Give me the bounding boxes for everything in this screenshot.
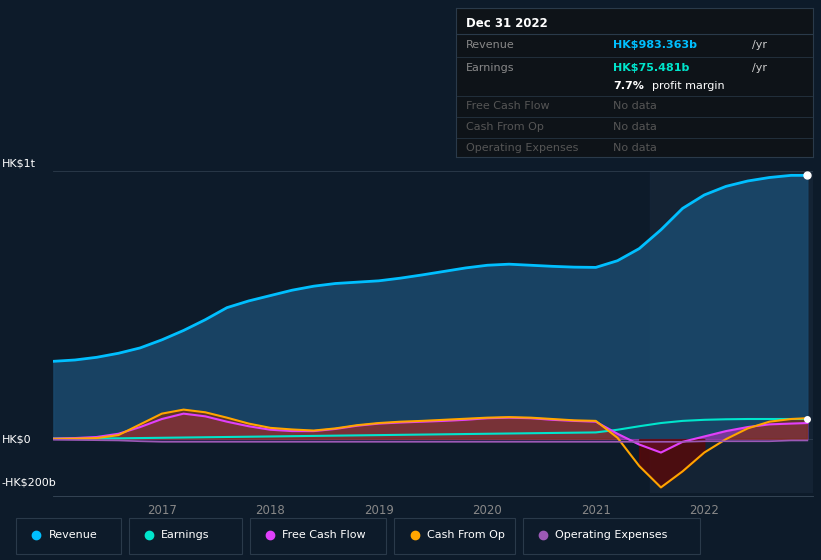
Text: Operating Expenses: Operating Expenses	[466, 143, 579, 153]
Text: -HK$200b: -HK$200b	[2, 477, 57, 487]
Text: No data: No data	[612, 143, 657, 153]
Text: 2018: 2018	[255, 504, 285, 517]
Text: Dec 31 2022: Dec 31 2022	[466, 17, 548, 30]
Text: profit margin: profit margin	[652, 81, 725, 91]
Text: /yr: /yr	[752, 40, 767, 50]
Text: 2020: 2020	[472, 504, 502, 517]
Text: 2017: 2017	[147, 504, 177, 517]
Text: 7.7%: 7.7%	[612, 81, 644, 91]
Text: Free Cash Flow: Free Cash Flow	[466, 101, 550, 111]
Text: Revenue: Revenue	[48, 530, 97, 540]
Text: Free Cash Flow: Free Cash Flow	[282, 530, 365, 540]
Text: HK$983.363b: HK$983.363b	[612, 40, 697, 50]
Text: /yr: /yr	[752, 63, 767, 73]
Text: No data: No data	[612, 101, 657, 111]
Text: HK$75.481b: HK$75.481b	[612, 63, 689, 73]
Text: Earnings: Earnings	[466, 63, 515, 73]
Text: HK$1t: HK$1t	[2, 158, 35, 168]
Text: Operating Expenses: Operating Expenses	[555, 530, 667, 540]
Text: 2022: 2022	[690, 504, 719, 517]
Text: HK$0: HK$0	[2, 434, 31, 444]
Text: Earnings: Earnings	[161, 530, 209, 540]
Text: Revenue: Revenue	[466, 40, 515, 50]
Bar	[650, 171, 813, 493]
Text: Cash From Op: Cash From Op	[466, 122, 544, 132]
Text: No data: No data	[612, 122, 657, 132]
Text: Cash From Op: Cash From Op	[427, 530, 504, 540]
Text: 2021: 2021	[581, 504, 611, 517]
Text: 2019: 2019	[364, 504, 394, 517]
